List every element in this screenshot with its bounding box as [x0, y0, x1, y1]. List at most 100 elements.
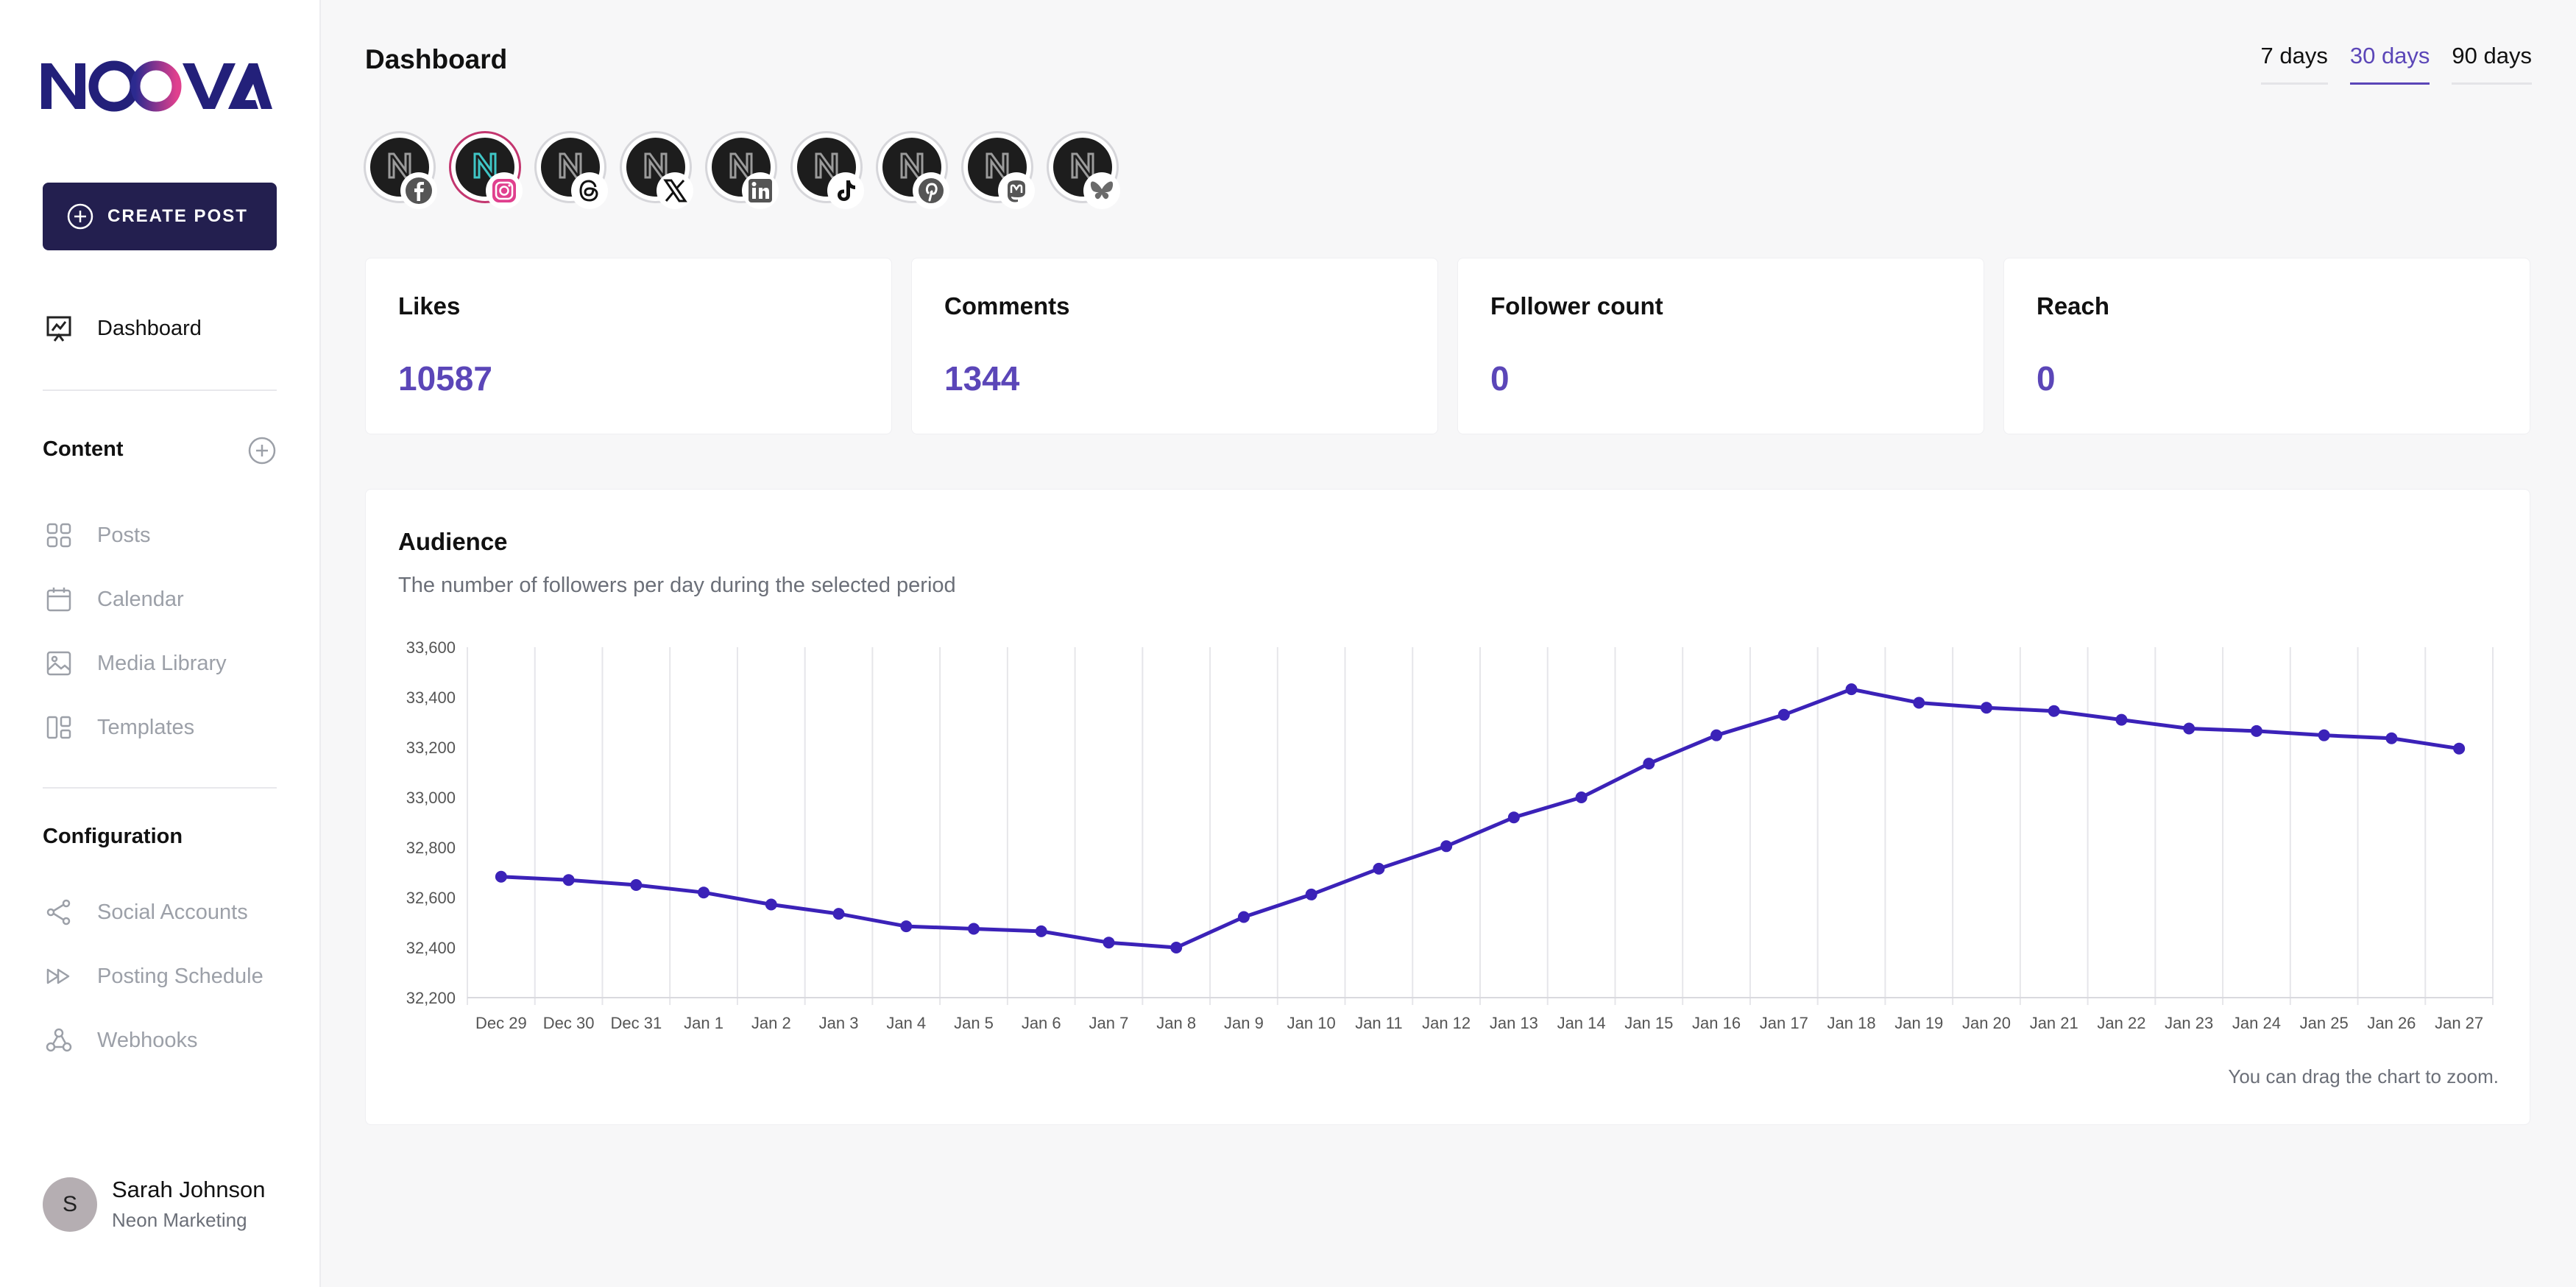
data-point: [1305, 888, 1317, 900]
page-title: Dashboard: [365, 44, 508, 74]
x-tick-label: Jan 23: [2165, 1014, 2213, 1032]
account-pinterest[interactable]: [876, 131, 949, 209]
account-selector: [364, 131, 1132, 209]
x-tick-label: Jan 24: [2232, 1014, 2281, 1032]
data-point: [1710, 729, 1723, 741]
sidebar-item-webhooks[interactable]: Webhooks: [43, 1024, 198, 1057]
data-point: [765, 898, 777, 911]
sidebar-item-posting-schedule[interactable]: Posting Schedule: [43, 960, 263, 992]
tab-90-days[interactable]: 90 days: [2452, 43, 2532, 85]
facebook-icon: [400, 172, 437, 209]
presentation-chart-icon: [43, 312, 75, 345]
drag-zoom-note: You can drag the chart to zoom.: [2228, 1065, 2499, 1087]
content-heading: Content: [43, 437, 124, 461]
bluesky-icon: [1083, 172, 1120, 209]
n-logo-icon: [1066, 149, 1099, 186]
y-tick-label: 32,800: [406, 839, 456, 857]
stat-value: 1344: [944, 359, 1020, 398]
user-name: Sarah Johnson: [112, 1177, 266, 1202]
x-tick-label: Dec 31: [610, 1014, 662, 1032]
stat-value: 0: [1490, 359, 1510, 398]
n-logo-icon: [725, 149, 757, 186]
x-tick-label: Jan 11: [1355, 1014, 1402, 1032]
data-point: [900, 920, 913, 933]
sidebar-item-label: Webhooks: [97, 1028, 198, 1052]
account-facebook[interactable]: [364, 131, 437, 209]
n-logo-icon: [810, 149, 843, 186]
data-point: [968, 923, 980, 935]
sidebar-item-calendar[interactable]: Calendar: [43, 583, 184, 616]
account-threads[interactable]: [534, 131, 608, 209]
n-logo-icon: [640, 149, 672, 186]
x-tick-label: Jan 10: [1287, 1014, 1336, 1032]
data-point: [1913, 697, 1925, 709]
x-tick-label: Jan 2: [751, 1014, 791, 1032]
audience-card: Audience The number of followers per day…: [365, 489, 2530, 1125]
avatar: S: [43, 1177, 97, 1232]
y-tick-label: 33,600: [406, 638, 456, 657]
account-bluesky[interactable]: [1047, 131, 1120, 209]
audience-subtitle: The number of followers per day during t…: [398, 574, 956, 597]
add-content-icon[interactable]: [247, 436, 277, 465]
sidebar-item-media-library[interactable]: Media Library: [43, 647, 227, 680]
tab-7-days[interactable]: 7 days: [2260, 43, 2328, 85]
data-point: [495, 870, 507, 883]
data-point: [1170, 942, 1183, 953]
sidebar-item-label: Calendar: [97, 587, 184, 611]
tab-30-days[interactable]: 30 days: [2349, 43, 2430, 85]
create-post-label: CREATE POST: [107, 206, 248, 226]
data-point: [630, 879, 643, 891]
data-point: [2453, 742, 2466, 755]
y-tick-label: 33,000: [406, 789, 456, 807]
comments-card: Comments 1344: [911, 258, 1438, 434]
x-tick-label: Jan 22: [2097, 1014, 2145, 1032]
stat-label: Reach: [2037, 292, 2110, 320]
user-profile[interactable]: S Sarah Johnson Neon Marketing: [43, 1177, 266, 1232]
sidebar-item-social-accounts[interactable]: Social Accounts: [43, 896, 248, 928]
data-point: [1643, 758, 1655, 770]
share-icon: [43, 896, 75, 928]
webhook-icon: [43, 1024, 75, 1057]
data-point: [832, 908, 845, 920]
sidebar-item-dashboard[interactable]: Dashboard: [43, 312, 202, 345]
account-tiktok[interactable]: [790, 131, 864, 209]
sidebar-item-label: Media Library: [97, 651, 227, 675]
data-point: [1845, 683, 1858, 696]
sidebar-item-posts[interactable]: Posts: [43, 519, 151, 551]
sidebar-item-label: Posts: [97, 523, 151, 547]
x-tick-label: Jan 19: [1894, 1014, 1943, 1032]
x-tick-label: Jan 27: [2435, 1014, 2483, 1032]
image-icon: [43, 647, 75, 680]
data-point: [1440, 840, 1453, 853]
data-point: [2250, 724, 2262, 737]
x-tick-label: Dec 29: [475, 1014, 527, 1032]
data-point: [2385, 732, 2398, 744]
data-point: [1237, 911, 1250, 923]
audience-chart[interactable]: 32,200 32,400 32,600 32,800 33,000 33,200 33,4…: [366, 634, 2531, 1046]
x-tick-label: Jan 12: [1422, 1014, 1471, 1032]
create-post-button[interactable]: CREATE POST: [43, 183, 277, 250]
x-tick-label: Jan 26: [2367, 1014, 2416, 1032]
data-point: [1777, 708, 1790, 721]
sidebar-item-templates[interactable]: Templates: [43, 711, 194, 744]
account-instagram[interactable]: [449, 131, 523, 209]
x-tick-label: Jan 1: [684, 1014, 723, 1032]
account-mastodon[interactable]: [961, 131, 1035, 209]
x-tick-label: Jan 5: [954, 1014, 994, 1032]
data-point: [562, 874, 575, 886]
x-tick-label: Dec 30: [543, 1014, 595, 1032]
stat-value: 10587: [398, 359, 492, 398]
calendar-icon: [43, 583, 75, 616]
account-x[interactable]: [620, 131, 693, 209]
mastodon-icon: [998, 172, 1035, 209]
x-tick-label: Jan 25: [2300, 1014, 2349, 1032]
divider: [43, 787, 277, 789]
y-tick-label: 32,200: [406, 989, 456, 1007]
n-logo-icon: [469, 149, 501, 186]
noova-logo[interactable]: [38, 57, 272, 113]
y-tick-label: 32,400: [406, 939, 456, 957]
x-tick-label: Jan 9: [1224, 1014, 1264, 1032]
pinterest-icon: [913, 172, 949, 209]
data-point: [1373, 862, 1385, 875]
account-linkedin[interactable]: [705, 131, 779, 209]
